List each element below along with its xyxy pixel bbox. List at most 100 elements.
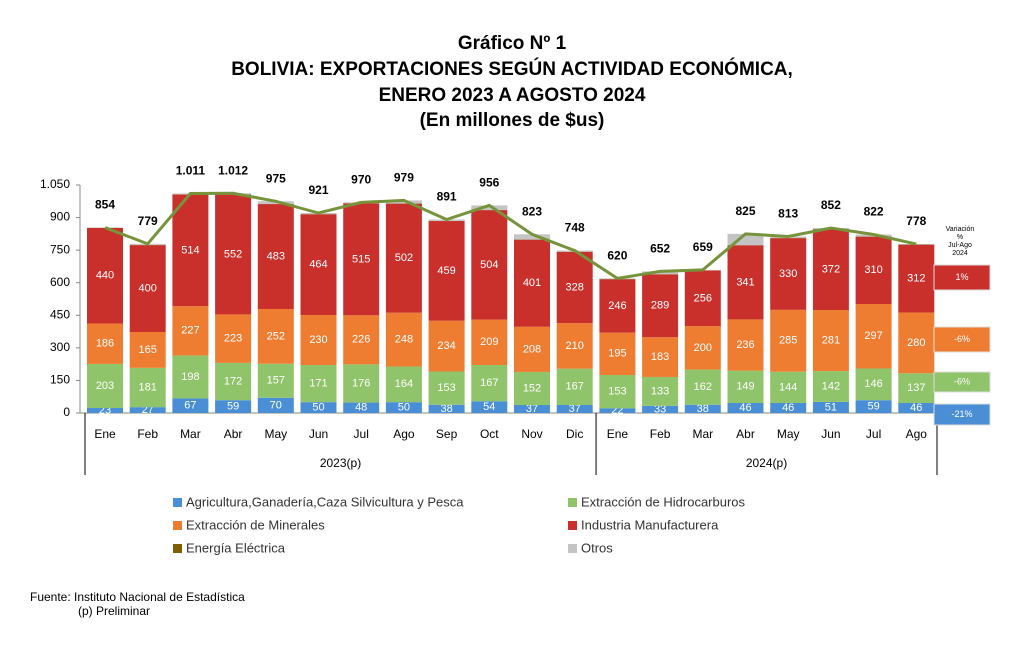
total-label: 778 — [906, 214, 926, 228]
y-tick-label: 750 — [50, 242, 70, 256]
data-label: 167 — [480, 377, 498, 389]
data-label: 38 — [440, 403, 452, 415]
variation-label: -6% — [954, 376, 970, 386]
data-label: 230 — [309, 334, 327, 346]
bar-segment — [812, 229, 849, 311]
data-label: 38 — [697, 403, 709, 415]
total-label: 779 — [138, 214, 158, 228]
legend-swatch — [568, 498, 577, 507]
legend-swatch — [173, 521, 182, 530]
chart-subtitle: (En millones de $us) — [420, 110, 605, 131]
total-label: 748 — [565, 221, 585, 235]
data-label: 50 — [398, 401, 410, 413]
data-label: 59 — [867, 401, 879, 413]
legend-label: Extracción de Minerales — [186, 517, 325, 532]
total-label: 813 — [778, 207, 798, 221]
data-label: 464 — [309, 259, 327, 271]
bar-segment — [770, 371, 807, 404]
data-label: 203 — [96, 380, 114, 392]
bar-segment — [343, 203, 380, 316]
total-label: 1.011 — [176, 164, 206, 178]
data-label: 164 — [395, 378, 413, 390]
total-label: 852 — [821, 198, 841, 212]
bar-segment — [684, 270, 721, 327]
data-label: 33 — [654, 403, 666, 415]
data-label: 146 — [864, 378, 882, 390]
data-label: 246 — [608, 300, 626, 312]
legend-label: Industria Manufacturera — [581, 517, 719, 532]
data-label: 227 — [181, 325, 199, 337]
variation-title: Jul-Ago — [948, 242, 972, 249]
bar-segment — [599, 332, 636, 375]
y-tick-label: 900 — [50, 210, 70, 224]
data-label: 440 — [96, 270, 114, 282]
data-label: 280 — [907, 337, 925, 349]
variation-label: -21% — [951, 409, 972, 419]
bar-segment — [727, 233, 764, 246]
bar-segment — [471, 319, 508, 366]
bar-segment — [599, 375, 636, 409]
x-tick-label: Sep — [436, 427, 458, 441]
x-tick-label: Mar — [180, 427, 201, 441]
bar-segment — [514, 404, 550, 413]
data-label: 70 — [270, 399, 282, 411]
data-label: 149 — [736, 381, 754, 393]
bar-segment — [257, 204, 294, 309]
data-label: 165 — [139, 344, 157, 356]
variation-label: -6% — [954, 334, 970, 344]
data-label: 59 — [227, 401, 239, 413]
data-label: 181 — [139, 381, 157, 393]
bar-segment — [428, 404, 465, 413]
data-label: 37 — [526, 403, 538, 415]
bar-segment — [898, 403, 935, 413]
bar-segment — [556, 323, 593, 369]
x-tick-label: Mar — [692, 427, 713, 441]
legend-swatch — [568, 544, 577, 553]
bar-segment — [514, 234, 550, 240]
bar-segment — [599, 408, 636, 413]
data-label: 248 — [395, 334, 413, 346]
data-label: 153 — [437, 382, 455, 394]
total-label: 975 — [266, 171, 286, 185]
bar-segment — [642, 337, 679, 377]
bar-segment — [727, 245, 764, 320]
bar-segment — [215, 194, 252, 315]
group-label: 2023(p) — [320, 456, 361, 470]
y-tick-label: 1.050 — [40, 177, 70, 191]
bar-segment — [684, 404, 721, 413]
bar-segment — [855, 400, 892, 413]
x-tick-label: Ago — [906, 427, 928, 441]
data-label: 459 — [437, 265, 455, 277]
bar-segment — [215, 400, 252, 413]
data-label: 144 — [779, 381, 797, 393]
x-tick-label: May — [264, 427, 287, 441]
data-label: 186 — [96, 338, 114, 350]
data-label: 67 — [184, 400, 196, 412]
x-tick-label: Oct — [480, 427, 499, 441]
bar-segment — [172, 194, 209, 307]
total-label: 921 — [308, 183, 328, 197]
bar-segment — [684, 326, 721, 370]
data-label: 51 — [825, 401, 837, 413]
total-label: 822 — [864, 205, 884, 219]
variation-box — [933, 326, 991, 353]
x-tick-label: Jul — [354, 427, 369, 441]
bar-segment — [385, 203, 422, 313]
data-label: 171 — [309, 377, 327, 389]
data-label: 252 — [267, 330, 285, 342]
total-label: 970 — [351, 173, 371, 187]
bar-segment — [129, 332, 166, 368]
x-tick-label: Feb — [137, 427, 158, 441]
bar-segment — [129, 245, 166, 333]
data-label: 208 — [523, 343, 541, 355]
bar-segment — [812, 371, 849, 402]
x-tick-label: Ene — [607, 427, 629, 441]
bar-segment — [300, 315, 337, 366]
bar-segment — [471, 205, 508, 210]
data-label: 37 — [569, 403, 581, 415]
bar-segment — [599, 279, 636, 333]
data-label: 172 — [224, 375, 242, 387]
data-label: 198 — [181, 371, 199, 383]
bar-segment — [471, 401, 508, 413]
data-label: 483 — [267, 250, 285, 262]
